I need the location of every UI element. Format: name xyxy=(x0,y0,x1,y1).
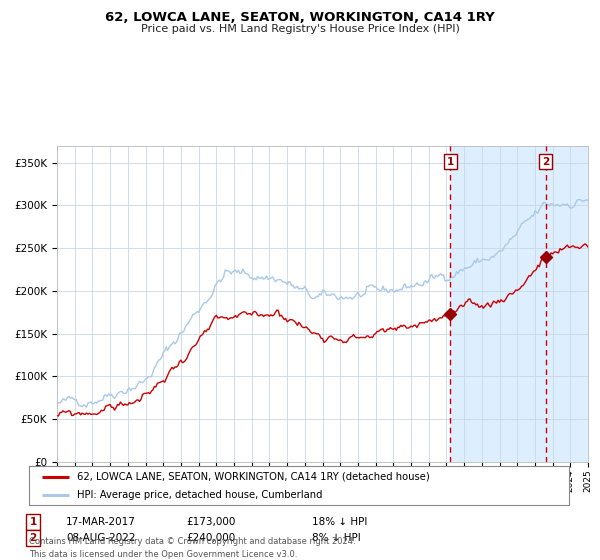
Text: 2: 2 xyxy=(29,533,37,543)
Text: £173,000: £173,000 xyxy=(186,517,235,527)
Text: 17-MAR-2017: 17-MAR-2017 xyxy=(66,517,136,527)
Text: HPI: Average price, detached house, Cumberland: HPI: Average price, detached house, Cumb… xyxy=(77,489,323,500)
Text: 18% ↓ HPI: 18% ↓ HPI xyxy=(312,517,367,527)
Text: 62, LOWCA LANE, SEATON, WORKINGTON, CA14 1RY (detached house): 62, LOWCA LANE, SEATON, WORKINGTON, CA14… xyxy=(77,472,430,482)
Bar xyxy=(450,146,597,462)
Text: 1: 1 xyxy=(446,157,454,167)
Text: £240,000: £240,000 xyxy=(186,533,235,543)
Text: Contains HM Land Registry data © Crown copyright and database right 2024.
This d: Contains HM Land Registry data © Crown c… xyxy=(29,538,355,559)
Text: 62, LOWCA LANE, SEATON, WORKINGTON, CA14 1RY: 62, LOWCA LANE, SEATON, WORKINGTON, CA14… xyxy=(105,11,495,24)
Text: 8% ↓ HPI: 8% ↓ HPI xyxy=(312,533,361,543)
Text: 1: 1 xyxy=(29,517,37,527)
Text: 2: 2 xyxy=(542,157,550,167)
Text: Price paid vs. HM Land Registry's House Price Index (HPI): Price paid vs. HM Land Registry's House … xyxy=(140,24,460,34)
Text: 08-AUG-2022: 08-AUG-2022 xyxy=(66,533,136,543)
